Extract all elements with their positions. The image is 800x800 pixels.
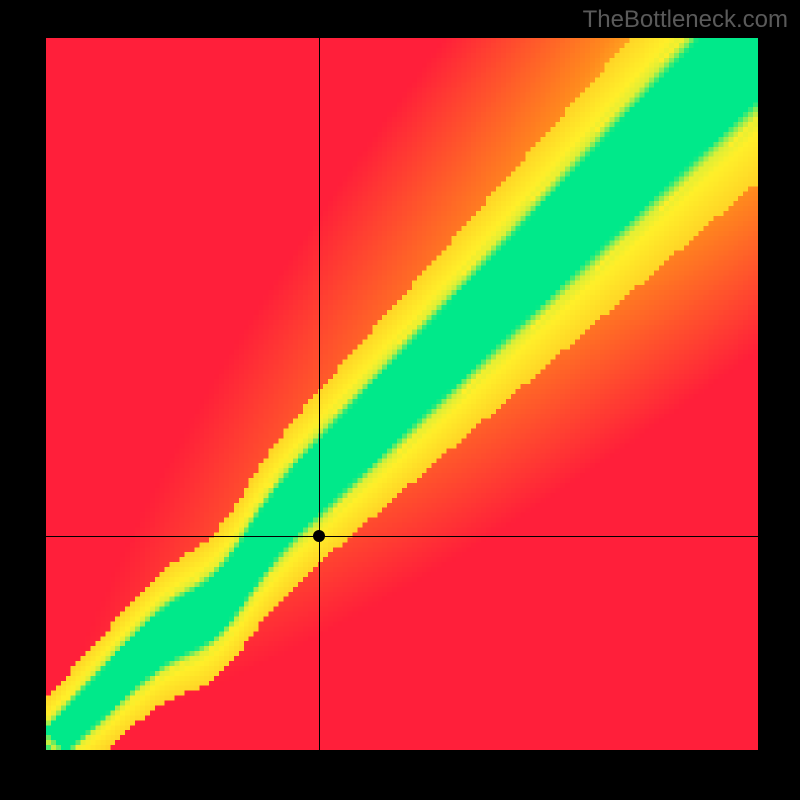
watermark-text: TheBottleneck.com — [583, 6, 788, 34]
plot-area — [46, 38, 758, 750]
crosshair-horizontal — [46, 536, 758, 537]
chart-container: TheBottleneck.com — [0, 0, 800, 800]
heatmap-canvas — [46, 38, 758, 750]
data-point-marker — [313, 530, 325, 542]
crosshair-vertical — [319, 38, 320, 750]
